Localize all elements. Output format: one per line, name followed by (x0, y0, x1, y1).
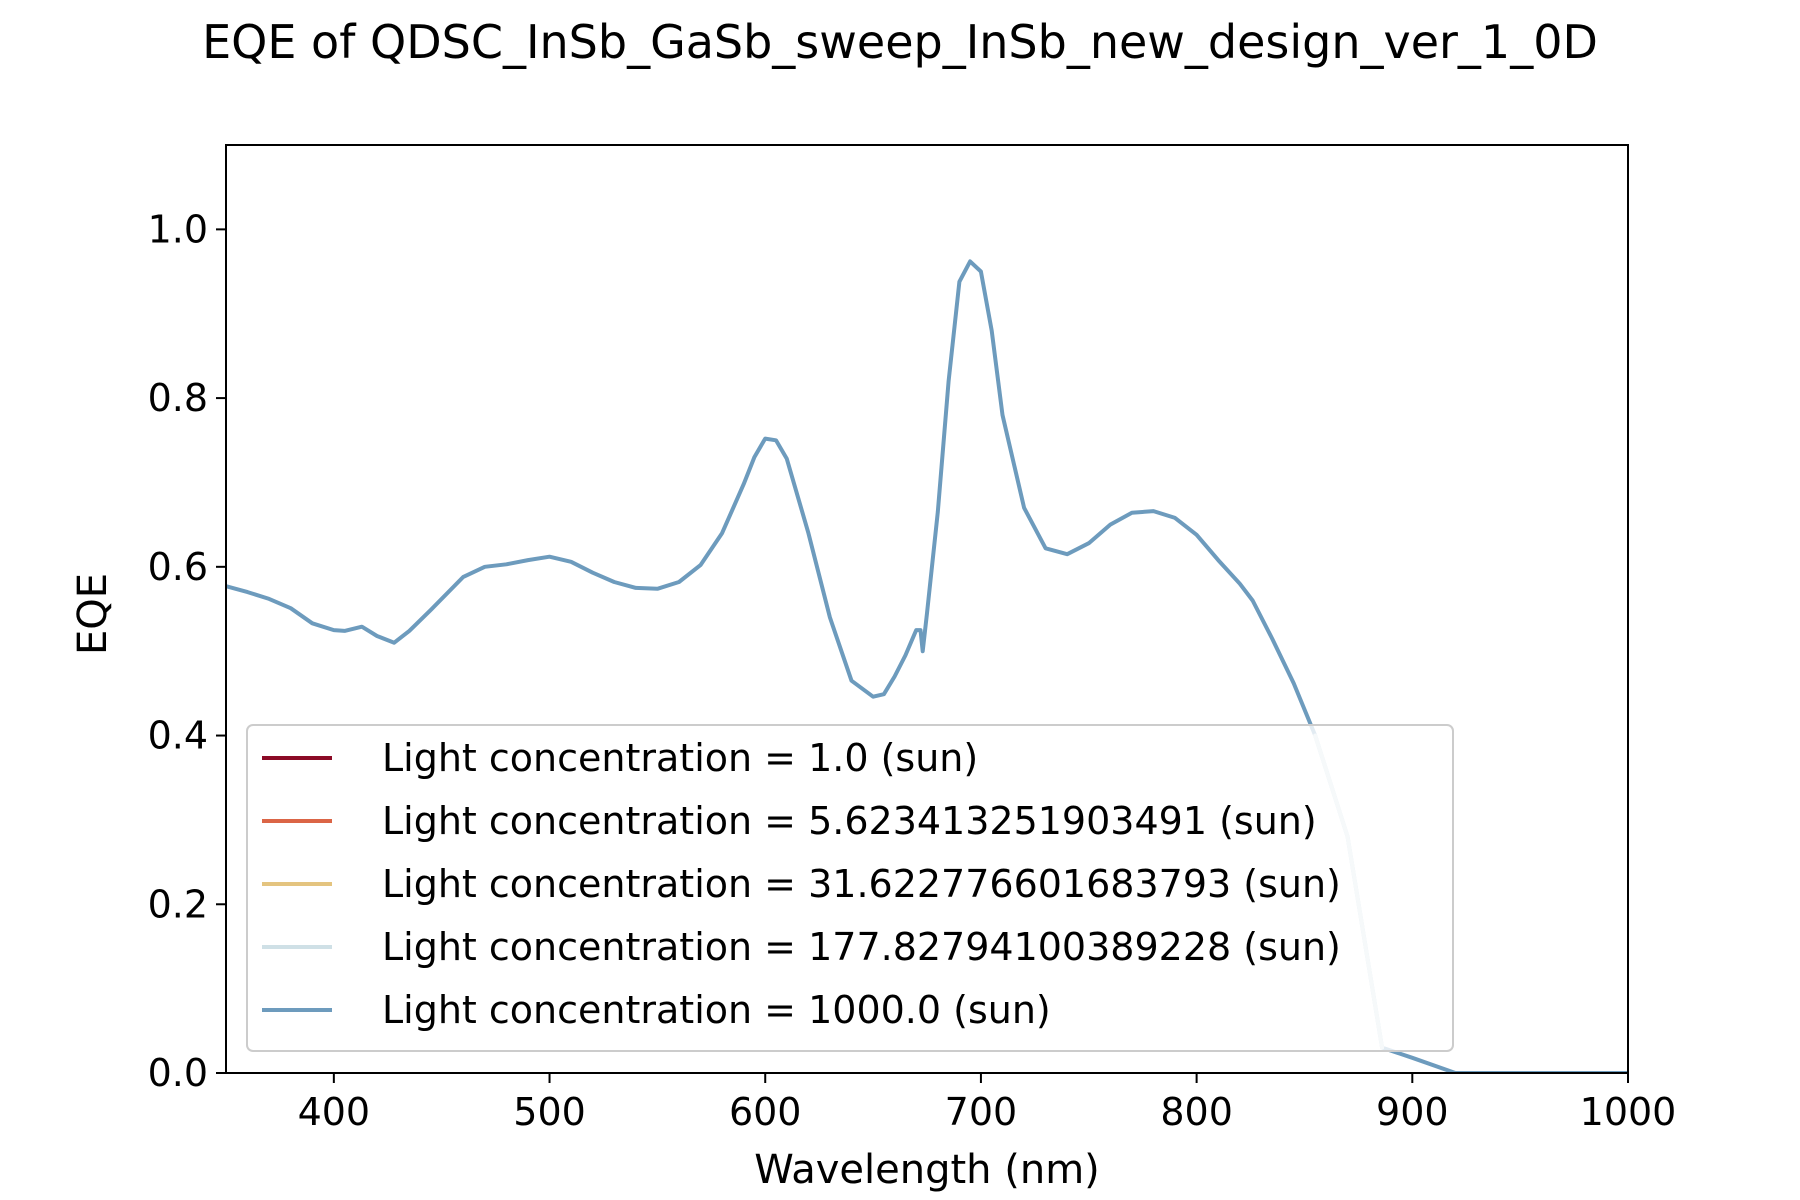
y-tick-label: 0.4 (148, 714, 208, 758)
y-tick-label: 0.0 (148, 1051, 208, 1095)
x-tick-label: 500 (513, 1090, 586, 1134)
legend: Light concentration = 1.0 (sun) Light con… (246, 724, 1454, 1052)
y-tick-label: 0.6 (148, 545, 208, 589)
x-tick-label: 600 (729, 1090, 802, 1134)
x-tick-label: 800 (1160, 1090, 1233, 1134)
x-axis-label: Wavelength (nm) (754, 1147, 1100, 1193)
x-tick-label: 1000 (1580, 1090, 1677, 1134)
x-axis: 400 500 600 700 800 900 1000 (298, 1073, 1677, 1134)
legend-box (246, 724, 1454, 1052)
legend-item: Light concentration = 5.623413251903491 … (262, 799, 1317, 843)
y-axis-label: EQE (70, 573, 116, 655)
x-tick-label: 400 (298, 1090, 371, 1134)
y-tick-label: 0.2 (148, 882, 208, 926)
legend-label: Light concentration = 177.82794100389228… (382, 925, 1341, 969)
y-axis: 0.0 0.2 0.4 0.6 0.8 1.0 (148, 207, 226, 1095)
legend-item: Light concentration = 1.0 (sun) (262, 736, 978, 780)
legend-label: Light concentration = 31.622776601683793… (382, 862, 1341, 906)
y-tick-label: 0.8 (148, 376, 208, 420)
chart-title: EQE of QDSC_InSb_GaSb_sweep_InSb_new_des… (202, 15, 1598, 69)
legend-label: Light concentration = 1.0 (sun) (382, 736, 978, 780)
legend-item: Light concentration = 31.622776601683793… (262, 862, 1341, 906)
y-tick-label: 1.0 (148, 207, 208, 251)
legend-label: Light concentration = 1000.0 (sun) (382, 988, 1051, 1032)
x-tick-label: 700 (945, 1090, 1018, 1134)
legend-item: Light concentration = 177.82794100389228… (262, 925, 1341, 969)
legend-label: Light concentration = 5.623413251903491 … (382, 799, 1317, 843)
legend-item: Light concentration = 1000.0 (sun) (262, 988, 1051, 1032)
series-line-4 (226, 259, 1628, 1073)
x-tick-label: 900 (1376, 1090, 1449, 1134)
plot-frame (225, 144, 1629, 1074)
